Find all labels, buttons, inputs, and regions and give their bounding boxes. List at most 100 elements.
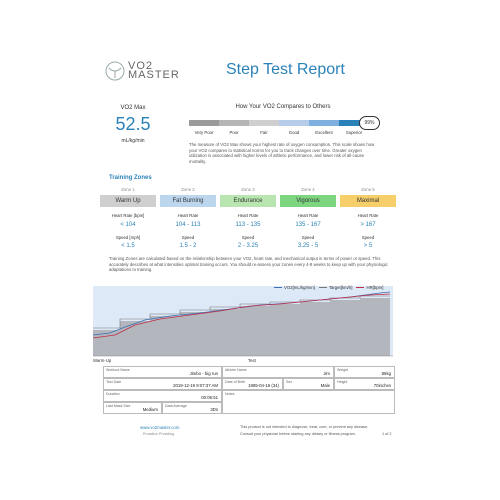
- detail-label: Notes: [225, 392, 235, 396]
- detail-label: Athlete Name: [225, 368, 247, 372]
- detail-label: Sex: [286, 380, 293, 384]
- level-label: Very Poor: [194, 130, 214, 135]
- zone-speed-label: Speed: [241, 235, 255, 240]
- zone-number: Zone 3: [241, 187, 255, 192]
- zone-hr: 135 - 167: [295, 222, 321, 228]
- detail-label: Workout Name: [106, 368, 130, 372]
- step-area: [93, 298, 390, 356]
- detail-cell: Notes: [222, 390, 395, 414]
- graph-legend: VO2[mL/kg/min] Target[km/h] HR[bpm]: [270, 285, 383, 290]
- level-label: Excellent: [315, 130, 333, 135]
- logo-text: VO2 MASTER: [128, 60, 180, 81]
- detail-cell: Test Date 2019-12-19 9:07:37 AM: [103, 378, 222, 390]
- bar-segment: [309, 120, 339, 126]
- percentile-badge: 99%: [359, 116, 380, 130]
- graph: [92, 286, 393, 357]
- footer-url: www.vo2master.com: [140, 425, 180, 430]
- zone-hr: 104 - 113: [175, 222, 201, 228]
- detail-cell: Last Mask Size Medium: [103, 402, 162, 414]
- comparison-description: The measure of VO2 Max shows your highes…: [189, 142, 375, 164]
- hr-line: [92, 293, 391, 339]
- detail-value: 2019-12-19 9:07:37 AM: [173, 383, 218, 388]
- legend-label: HR[bpm]: [366, 285, 384, 290]
- detail-value: 1985-04-16 (34): [248, 383, 279, 388]
- report-title: Step Test Report: [226, 61, 345, 78]
- detail-cell: Workout Name Jimbo - big run: [103, 366, 222, 378]
- detail-label: Duration: [106, 392, 120, 396]
- zone-speed: 2 - 3.25: [237, 243, 259, 249]
- target-line: [93, 295, 390, 329]
- legend-swatch: [274, 287, 282, 289]
- zone-number: Zone 5: [361, 187, 375, 192]
- bar-segment: [279, 120, 309, 126]
- zone-hr-label: Heart Rate: [357, 213, 379, 218]
- zone-name: Warm Up: [100, 195, 156, 207]
- level-label: Superior: [345, 130, 363, 135]
- detail-cell: Sex Male: [283, 378, 334, 390]
- zone-speed-label: Speed: [361, 235, 375, 240]
- detail-label: Data Average: [165, 404, 187, 408]
- comparison-title: How Your VO2 Compares to Others: [235, 104, 331, 110]
- detail-label: Date of Birth: [225, 380, 245, 384]
- level-label: Poor: [229, 130, 239, 135]
- bar-segment: [249, 120, 279, 126]
- zone-hr: < 104: [120, 222, 136, 228]
- page-number: 1 of 2: [382, 432, 392, 436]
- detail-value: 85kg: [381, 371, 391, 376]
- zones-description: Training Zones are calculated based on t…: [109, 256, 388, 273]
- detail-value: Jim: [323, 371, 330, 376]
- legend-item: VO2[mL/kg/min]: [274, 285, 315, 290]
- zone-hr: 113 - 135: [235, 222, 261, 228]
- detail-value: Medium: [142, 407, 158, 412]
- legend-item: Target[km/h]: [318, 285, 353, 290]
- detail-value: 70inches: [373, 383, 391, 388]
- zone-hr-label: Heart Rate: [237, 213, 259, 218]
- phase-label: Warm-Up: [93, 358, 112, 363]
- bar-segment: [339, 120, 369, 126]
- zone-speed: 1.5 - 2: [179, 243, 197, 249]
- footer-disclaimer: Consult your physician before starting a…: [240, 432, 356, 436]
- detail-cell: Duration 00:06:51: [103, 390, 222, 402]
- vo2-unit: mL/kg/min: [121, 138, 145, 144]
- zone-hr: > 167: [360, 222, 376, 228]
- footer-tagline: Proactive Providing: [143, 432, 174, 436]
- legend-swatch: [318, 287, 327, 289]
- detail-cell: Athlete Name Jim: [222, 366, 334, 378]
- zone-name: Endurance: [220, 195, 276, 207]
- level-label: Good: [288, 130, 300, 135]
- zone-name: Vigorous: [280, 195, 336, 207]
- zone-speed-label: Speed: [301, 235, 315, 240]
- bar-segment: [219, 120, 249, 126]
- zone-speed-label: Speed: [181, 235, 195, 240]
- detail-cell: Height 70inches: [334, 378, 395, 390]
- phase-label: Test: [248, 358, 256, 363]
- logo-icon: [105, 61, 125, 81]
- detail-label: Test Date: [106, 380, 122, 384]
- detail-value: 00:06:51: [201, 395, 218, 400]
- legend-item: HR[bpm]: [356, 285, 383, 290]
- detail-label: Weight: [337, 368, 349, 372]
- detail-label: Last Mask Size: [106, 404, 131, 408]
- zone-number: Zone 4: [301, 187, 315, 192]
- detail-value: Jimbo - big run: [189, 371, 218, 376]
- bar-segment: [189, 120, 219, 126]
- detail-cell: Data Average 3Ds: [162, 402, 222, 414]
- detail-value: Male: [320, 383, 330, 388]
- comparison-bar: [189, 120, 369, 126]
- zone-speed: < 1.5: [121, 243, 135, 249]
- detail-cell: Weight 85kg: [334, 366, 395, 378]
- legend-swatch: [356, 287, 365, 289]
- vo2-value: 52.5: [115, 114, 151, 134]
- zone-hr-label: Heart Rate: [297, 213, 319, 218]
- legend-label: Target[km/h]: [328, 285, 353, 290]
- zone-number: Zone 2: [181, 187, 195, 192]
- zone-number: Zone 1: [121, 187, 135, 192]
- detail-cell: Date of Birth 1985-04-16 (34): [222, 378, 283, 390]
- footer-disclaimer: This product is not intended to diagnose…: [240, 425, 369, 429]
- zone-name: Maximal: [340, 195, 396, 207]
- detail-value: 3Ds: [210, 407, 218, 412]
- zone-speed-label: Speed [mph]: [115, 235, 141, 240]
- zone-hr-label: Heart Rate [bpm]: [111, 213, 145, 218]
- zones-title: Training Zones: [109, 175, 152, 181]
